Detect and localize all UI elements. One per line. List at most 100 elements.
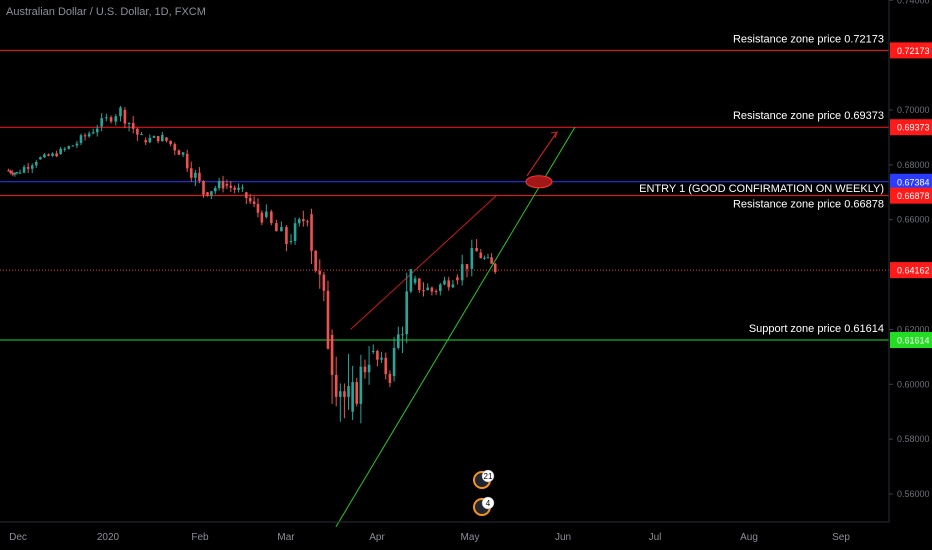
candle-body bbox=[343, 391, 346, 397]
candle-body bbox=[275, 223, 278, 232]
price-tick-label: 0.68000 bbox=[897, 160, 930, 170]
candle-body bbox=[9, 170, 12, 173]
price-tick-label: 0.74000 bbox=[897, 0, 930, 5]
time-axis: Dec 2020 Feb Mar Apr May Jun Jul Aug Sep bbox=[0, 521, 889, 543]
time-tick-label: Mar bbox=[277, 532, 295, 543]
candle-body bbox=[363, 366, 367, 373]
candle-body bbox=[206, 192, 209, 196]
red-arrow-shaft bbox=[526, 131, 558, 177]
event-count: 21 bbox=[484, 472, 493, 481]
candle-body bbox=[63, 148, 67, 150]
candle-body bbox=[127, 122, 131, 124]
candle-body bbox=[7, 170, 10, 172]
candle-body bbox=[289, 241, 293, 243]
candle-body bbox=[409, 269, 413, 292]
candle-body bbox=[347, 386, 350, 397]
candle-body bbox=[322, 274, 326, 291]
entry-ellipse bbox=[525, 175, 553, 189]
time-tick-label: Jul bbox=[649, 532, 662, 543]
candle-body bbox=[285, 227, 288, 245]
candle-body bbox=[451, 284, 455, 288]
price-badge-resistance bbox=[890, 42, 932, 59]
candle-body bbox=[439, 284, 442, 292]
candle-body bbox=[443, 280, 446, 285]
green-trendline bbox=[335, 126, 576, 528]
level-label-resistance: Resistance zone price 0.69373 bbox=[733, 110, 884, 122]
candle-body bbox=[71, 145, 75, 147]
candle-body bbox=[430, 287, 434, 292]
candle-body bbox=[119, 107, 122, 117]
candle-body bbox=[148, 137, 152, 143]
candle-body bbox=[330, 334, 334, 375]
candle-body bbox=[475, 248, 478, 252]
candle-body bbox=[43, 154, 46, 158]
candle-body bbox=[100, 118, 103, 127]
candle-body bbox=[217, 181, 221, 189]
candle-body bbox=[198, 172, 201, 181]
candle-body bbox=[173, 144, 177, 151]
candle-body bbox=[185, 153, 189, 169]
candle-body bbox=[59, 148, 62, 154]
candle-body bbox=[384, 357, 388, 375]
time-tick-label: May bbox=[461, 532, 480, 543]
time-tick-label: 2020 bbox=[97, 532, 120, 543]
candle-body bbox=[392, 347, 396, 377]
candle-body bbox=[144, 140, 147, 143]
time-tick-label: Apr bbox=[369, 532, 385, 543]
candle-body bbox=[18, 172, 22, 174]
candle-body bbox=[75, 143, 79, 146]
candle-body bbox=[479, 252, 483, 259]
candle-body bbox=[293, 223, 297, 242]
candle-body bbox=[252, 201, 256, 204]
time-tick-label: Feb bbox=[191, 532, 209, 543]
red-channel-line bbox=[350, 194, 498, 330]
candle-body bbox=[79, 135, 83, 143]
candle-body bbox=[181, 152, 185, 155]
candle-body bbox=[306, 221, 309, 223]
drawings-layer bbox=[335, 126, 576, 528]
candle-body bbox=[245, 192, 248, 198]
candle-body bbox=[401, 334, 404, 336]
candle-body bbox=[256, 203, 260, 213]
candle-body bbox=[486, 257, 490, 259]
price-badge-support bbox=[890, 332, 932, 349]
candle-body bbox=[156, 135, 160, 142]
price-badge-current bbox=[890, 262, 932, 279]
candle-body bbox=[241, 187, 244, 189]
price-tick-label: 0.70000 bbox=[897, 105, 930, 115]
price-badge-label: 0.69373 bbox=[897, 123, 930, 133]
candle-body bbox=[380, 357, 383, 360]
candle-body bbox=[11, 172, 15, 175]
candle-body bbox=[237, 187, 240, 190]
candle-body bbox=[83, 135, 87, 137]
candle-body bbox=[225, 184, 229, 186]
candle-body bbox=[210, 191, 213, 196]
candle-body bbox=[194, 172, 197, 178]
price-tick-label: 0.56000 bbox=[897, 489, 930, 499]
event-count-bubble bbox=[481, 469, 495, 483]
candle-body bbox=[30, 165, 34, 169]
price-badge-label: 0.66878 bbox=[897, 191, 930, 201]
candle-body bbox=[202, 180, 205, 195]
candle-body bbox=[297, 219, 301, 224]
candle-body bbox=[310, 214, 313, 251]
candle-body bbox=[39, 157, 42, 160]
price-badge-label: 0.61614 bbox=[897, 336, 930, 346]
candles-layer bbox=[7, 106, 497, 424]
candle-body bbox=[405, 291, 408, 335]
time-tick-label: Jun bbox=[555, 532, 571, 543]
event-badges: 21 4 bbox=[473, 469, 495, 516]
price-tick-label: 0.62000 bbox=[897, 324, 930, 334]
price-tick-label: 0.58000 bbox=[897, 434, 930, 444]
candle-body bbox=[483, 257, 486, 259]
candle-body bbox=[434, 291, 438, 293]
candle-body bbox=[422, 290, 425, 292]
chart-title: Australian Dollar / U.S. Dollar, 1D, FXC… bbox=[6, 6, 206, 18]
red-arrow-head bbox=[550, 131, 558, 139]
candle-body bbox=[388, 374, 392, 383]
candle-body bbox=[397, 334, 400, 348]
candle-body bbox=[177, 150, 181, 155]
candle-body bbox=[367, 364, 371, 373]
candle-body bbox=[123, 110, 127, 124]
